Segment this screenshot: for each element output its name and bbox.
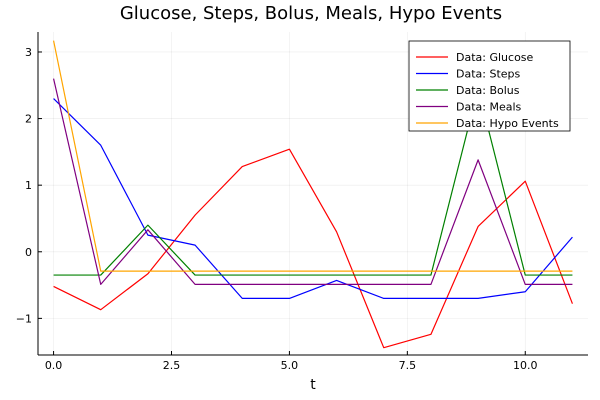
series-line-5: [52, 40, 573, 272]
legend-label: Data: Bolus: [456, 84, 520, 97]
legend-box: [408, 40, 571, 132]
legend-label: Data: Glucose: [456, 51, 534, 64]
y-tick-label: −1: [16, 312, 32, 325]
legend: Data: Glucose Data: Steps Data: Bolus Data:…: [408, 40, 571, 132]
x-tick-label: 7.5: [399, 359, 417, 372]
series-line-4: [52, 78, 573, 286]
y-ticks: −1 0 1 2 3: [16, 46, 42, 325]
legend-label: Data: Meals: [456, 101, 522, 114]
legend-label: Data: Hypo Events: [456, 117, 559, 130]
y-tick-label: 3: [25, 46, 32, 59]
x-tick-label: 2.5: [163, 359, 181, 372]
x-tick-label: 10.0: [513, 359, 538, 372]
series-line-2: [53, 98, 573, 299]
x-tick-label: 5.0: [281, 359, 299, 372]
y-tick-label: 1: [25, 179, 32, 192]
chart-title: Glucose, Steps, Bolus, Meals, Hypo Event…: [120, 3, 502, 24]
x-tick-label: 0.0: [45, 359, 63, 372]
axes: [37, 32, 588, 356]
legend-label: Data: Steps: [456, 68, 521, 81]
y-tick-label: 2: [25, 113, 32, 126]
series-line-1: [53, 148, 573, 349]
x-ticks: 0.0 2.5 5.0 7.5 10.0: [45, 351, 538, 372]
y-tick-label: 0: [25, 246, 32, 259]
x-axis-label: t: [310, 377, 316, 393]
